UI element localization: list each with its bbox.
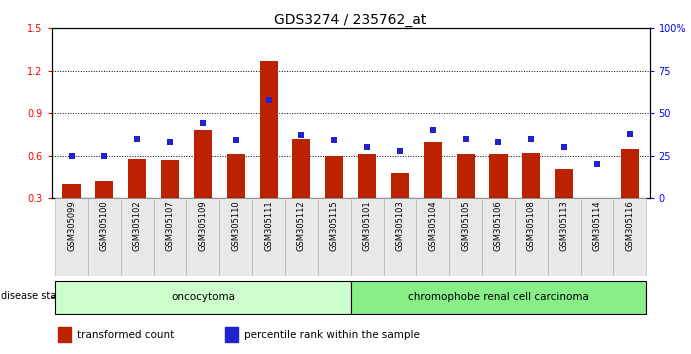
Text: GSM305099: GSM305099 <box>67 201 76 251</box>
Point <box>263 97 274 103</box>
Bar <box>318 198 350 276</box>
Text: GSM305113: GSM305113 <box>560 201 569 251</box>
Title: GDS3274 / 235762_at: GDS3274 / 235762_at <box>274 13 427 27</box>
Point <box>493 139 504 145</box>
Bar <box>285 198 318 276</box>
Text: chromophobe renal cell carcinoma: chromophobe renal cell carcinoma <box>408 292 589 302</box>
Bar <box>482 198 515 276</box>
Text: GSM305100: GSM305100 <box>100 201 109 251</box>
Bar <box>187 198 219 276</box>
Bar <box>614 198 646 276</box>
Bar <box>588 201 606 241</box>
Bar <box>95 181 113 241</box>
Bar <box>225 326 238 343</box>
Bar <box>325 156 343 241</box>
FancyBboxPatch shape <box>350 281 646 314</box>
Point <box>427 127 438 133</box>
Bar <box>417 198 449 276</box>
Bar <box>391 173 409 241</box>
Text: percentile rank within the sample: percentile rank within the sample <box>245 330 420 339</box>
Text: GSM305116: GSM305116 <box>625 201 634 251</box>
Point <box>230 138 241 143</box>
Text: GSM305108: GSM305108 <box>527 201 536 251</box>
Bar <box>384 198 417 276</box>
Bar <box>252 198 285 276</box>
Bar <box>161 160 179 241</box>
Point <box>591 161 603 167</box>
FancyBboxPatch shape <box>55 281 350 314</box>
Bar <box>424 142 442 241</box>
Point <box>132 136 143 142</box>
Text: GSM305110: GSM305110 <box>231 201 240 251</box>
Point <box>361 144 372 150</box>
Text: GSM305111: GSM305111 <box>264 201 273 251</box>
Bar <box>555 169 573 241</box>
Text: transformed count: transformed count <box>77 330 174 339</box>
Text: oncocytoma: oncocytoma <box>171 292 235 302</box>
Bar <box>153 198 187 276</box>
Bar <box>194 130 212 241</box>
Text: GSM305105: GSM305105 <box>461 201 470 251</box>
Text: GSM305114: GSM305114 <box>592 201 601 251</box>
Point <box>395 148 406 154</box>
Bar <box>580 198 614 276</box>
Bar <box>219 198 252 276</box>
Text: GSM305102: GSM305102 <box>133 201 142 251</box>
Bar <box>457 154 475 241</box>
Text: GSM305101: GSM305101 <box>363 201 372 251</box>
Bar <box>55 198 88 276</box>
Text: GSM305103: GSM305103 <box>395 201 404 251</box>
Text: GSM305109: GSM305109 <box>198 201 207 251</box>
Bar <box>350 198 384 276</box>
Text: disease state: disease state <box>1 291 66 301</box>
Point <box>198 121 209 126</box>
Bar <box>621 149 639 241</box>
Text: GSM305107: GSM305107 <box>166 201 175 251</box>
Bar <box>88 198 121 276</box>
Point <box>624 131 635 137</box>
Bar <box>515 198 548 276</box>
Point <box>66 153 77 159</box>
Text: GSM305104: GSM305104 <box>428 201 437 251</box>
Point <box>558 144 569 150</box>
Bar <box>489 154 507 241</box>
Bar <box>62 184 81 241</box>
Bar <box>522 153 540 241</box>
Point <box>526 136 537 142</box>
Text: GSM305112: GSM305112 <box>297 201 306 251</box>
Bar <box>449 198 482 276</box>
Point <box>460 136 471 142</box>
Point <box>329 138 340 143</box>
Bar <box>548 198 580 276</box>
Point <box>296 132 307 138</box>
Bar <box>58 326 71 343</box>
Bar <box>292 139 310 241</box>
Bar <box>129 159 146 241</box>
Text: GSM305115: GSM305115 <box>330 201 339 251</box>
Bar <box>227 154 245 241</box>
Text: GSM305106: GSM305106 <box>494 201 503 251</box>
Bar <box>358 154 376 241</box>
Point <box>164 139 176 145</box>
Bar <box>260 61 278 241</box>
Bar <box>121 198 153 276</box>
Point <box>99 153 110 159</box>
